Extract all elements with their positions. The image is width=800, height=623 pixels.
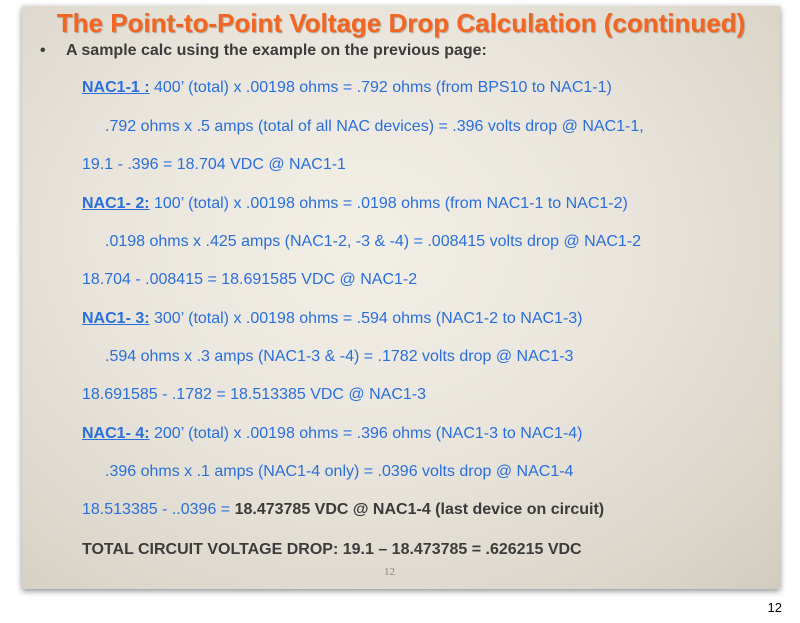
calc-line-6: 18.704 - .008415 = 18.691585 VDC @ NAC1-… <box>82 271 418 288</box>
nac1-2-label: NAC1- 2: <box>82 195 150 212</box>
nac1-4-text: 200’ (total) x .00198 ohms = .396 ohms (… <box>149 425 583 442</box>
calc-line-11: .396 ohms x .1 amps (NAC1-4 only) = .039… <box>105 463 574 480</box>
calc-line-12-b: 18.473785 VDC @ NAC1-4 (last device on c… <box>234 501 605 518</box>
calc-line-3: 19.1 - .396 = 18.704 VDC @ NAC1-1 <box>82 156 346 173</box>
calc-line-nac1-1: NAC1-1 : 400’ (total) x .00198 ohms = .7… <box>82 79 612 97</box>
nac1-1-text: 400’ (total) x .00198 ohms = .792 ohms (… <box>149 79 612 96</box>
calc-line-8: .594 ohms x .3 amps (NAC1-3 & -4) = .178… <box>105 348 574 365</box>
nac1-3-label: NAC1- 3: <box>82 310 150 327</box>
calc-line-5: .0198 ohms x .425 amps (NAC1-2, -3 & -4)… <box>105 233 642 250</box>
calc-line-nac1-2: NAC1- 2: 100’ (total) x .00198 ohms = .0… <box>82 195 628 213</box>
slide-title: The Point-to-Point Voltage Drop Calculat… <box>56 8 746 38</box>
nac1-4-label: NAC1- 4: <box>82 425 150 442</box>
nac1-3-text: 300’ (total) x .00198 ohms = .594 ohms (… <box>149 310 583 327</box>
slide-background <box>22 6 780 589</box>
nac1-2-text: 100’ (total) x .00198 ohms = .0198 ohms … <box>149 195 628 212</box>
calc-line-9: 18.691585 - .1782 = 18.513385 VDC @ NAC1… <box>82 386 427 403</box>
nac1-1-label: NAC1-1 : <box>82 79 150 96</box>
calc-line-12-a: 18.513385 - ..0396 = <box>82 501 235 518</box>
bullet-dot: • <box>40 42 46 59</box>
calc-line-nac1-3: NAC1- 3: 300’ (total) x .00198 ohms = .5… <box>82 310 583 328</box>
bullet-text: A sample calc using the example on the p… <box>66 42 487 59</box>
bullet-intro: • A sample calc using the example on the … <box>40 42 487 60</box>
calc-line-2: .792 ohms x .5 amps (total of all NAC de… <box>105 118 644 135</box>
calc-line-12: 18.513385 - ..0396 = 18.473785 VDC @ NAC… <box>82 501 604 519</box>
page-number: 12 <box>767 600 782 615</box>
calc-line-nac1-4: NAC1- 4: 200’ (total) x .00198 ohms = .3… <box>82 425 583 443</box>
slide-number: 12 <box>384 566 395 578</box>
total-voltage-drop: TOTAL CIRCUIT VOLTAGE DROP: 19.1 – 18.47… <box>82 541 582 558</box>
